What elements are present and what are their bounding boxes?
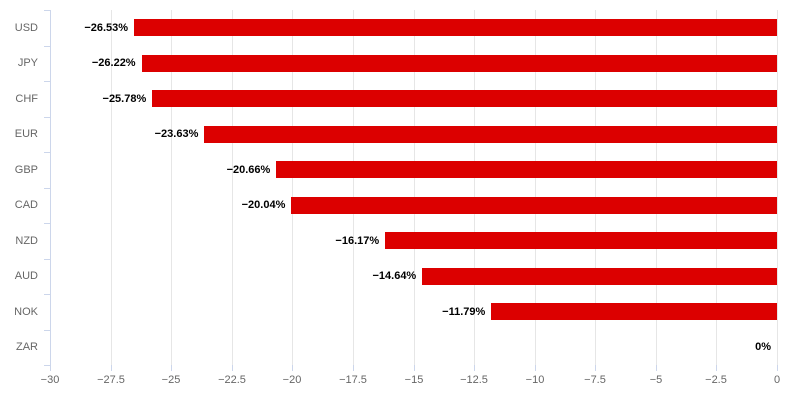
bar-gbp[interactable] [276, 161, 777, 179]
bar-value-label-nok: −11.79% [442, 305, 486, 318]
category-label-nok: NOK [14, 305, 38, 318]
gridline [535, 10, 536, 365]
gridline [777, 10, 778, 365]
bar-value-label-aud: −14.64% [372, 270, 417, 283]
bar-value-label-cad: −20.04% [241, 199, 286, 212]
y-axis-tick [44, 365, 50, 366]
bar-nzd[interactable] [385, 232, 777, 250]
gridline [474, 10, 475, 365]
bar-jpy[interactable] [141, 54, 777, 72]
x-tick-label: −10 [525, 374, 545, 386]
category-label-aud: AUD [14, 270, 38, 283]
x-tick-label: 0 [773, 374, 781, 386]
x-axis-tick [414, 365, 415, 371]
gridline [716, 10, 717, 365]
bar-nok[interactable] [491, 303, 777, 321]
x-tick-label: −17.5 [339, 374, 367, 386]
category-label-jpy: JPY [17, 57, 38, 70]
gridline [656, 10, 657, 365]
bar-cad[interactable] [291, 196, 777, 214]
x-axis-tick [716, 365, 717, 371]
bar-chf[interactable] [152, 90, 777, 108]
x-tick-label: −15 [404, 374, 424, 386]
x-tick-label: −30 [40, 374, 60, 386]
category-label-zar: ZAR [16, 341, 38, 354]
bar-eur[interactable] [204, 125, 777, 143]
category-label-chf: CHF [15, 92, 38, 105]
y-axis-tick [44, 10, 50, 11]
x-tick-label: −22.5 [218, 374, 246, 386]
bar-value-label-nzd: −16.17% [335, 234, 380, 247]
y-axis-tick [44, 152, 50, 153]
y-axis-tick [44, 259, 50, 260]
category-label-eur: EUR [14, 128, 38, 141]
gridline [595, 10, 596, 365]
x-tick-label: −7.5 [584, 374, 606, 386]
gridline [292, 10, 293, 365]
category-label-gbp: GBP [14, 163, 38, 176]
category-label-usd: USD [14, 21, 38, 34]
category-label-cad: CAD [14, 199, 38, 212]
gridline [171, 10, 172, 365]
y-axis-tick [44, 117, 50, 118]
x-tick-label: −27.5 [97, 374, 125, 386]
x-tick-label: −12.5 [460, 374, 488, 386]
x-axis-tick [50, 365, 51, 371]
x-axis-tick [232, 365, 233, 371]
x-axis-tick [292, 365, 293, 371]
bar-usd[interactable] [134, 19, 777, 37]
x-axis-tick [656, 365, 657, 371]
x-axis-tick [595, 365, 596, 371]
x-tick-label: −5 [649, 374, 663, 386]
x-axis-tick [353, 365, 354, 371]
x-axis-tick [111, 365, 112, 371]
x-axis-tick [171, 365, 172, 371]
bar-value-label-zar: 0% [755, 341, 771, 354]
x-tick-label: −25 [161, 374, 181, 386]
gridline [353, 10, 354, 365]
bar-value-label-eur: −23.63% [154, 128, 199, 141]
bar-aud[interactable] [422, 267, 777, 285]
x-tick-label: −20 [282, 374, 302, 386]
bar-value-label-jpy: −26.22% [91, 57, 136, 70]
gridline [111, 10, 112, 365]
gridline [414, 10, 415, 365]
x-axis-tick [474, 365, 475, 371]
x-tick-label: −2.5 [705, 374, 727, 386]
x-axis-tick [535, 365, 536, 371]
y-axis-tick [44, 81, 50, 82]
y-axis-tick [44, 294, 50, 295]
bar-value-label-gbp: −20.66% [226, 163, 271, 176]
y-axis-tick [44, 188, 50, 189]
bar-value-label-chf: −25.78% [102, 92, 147, 105]
gridline [232, 10, 233, 365]
bar-value-label-usd: −26.53% [84, 21, 129, 34]
category-label-nzd: NZD [15, 234, 38, 247]
y-axis-line [50, 10, 51, 366]
y-axis-tick [44, 223, 50, 224]
y-axis-tick [44, 330, 50, 331]
y-axis-tick [44, 46, 50, 47]
x-axis-tick [777, 365, 778, 371]
